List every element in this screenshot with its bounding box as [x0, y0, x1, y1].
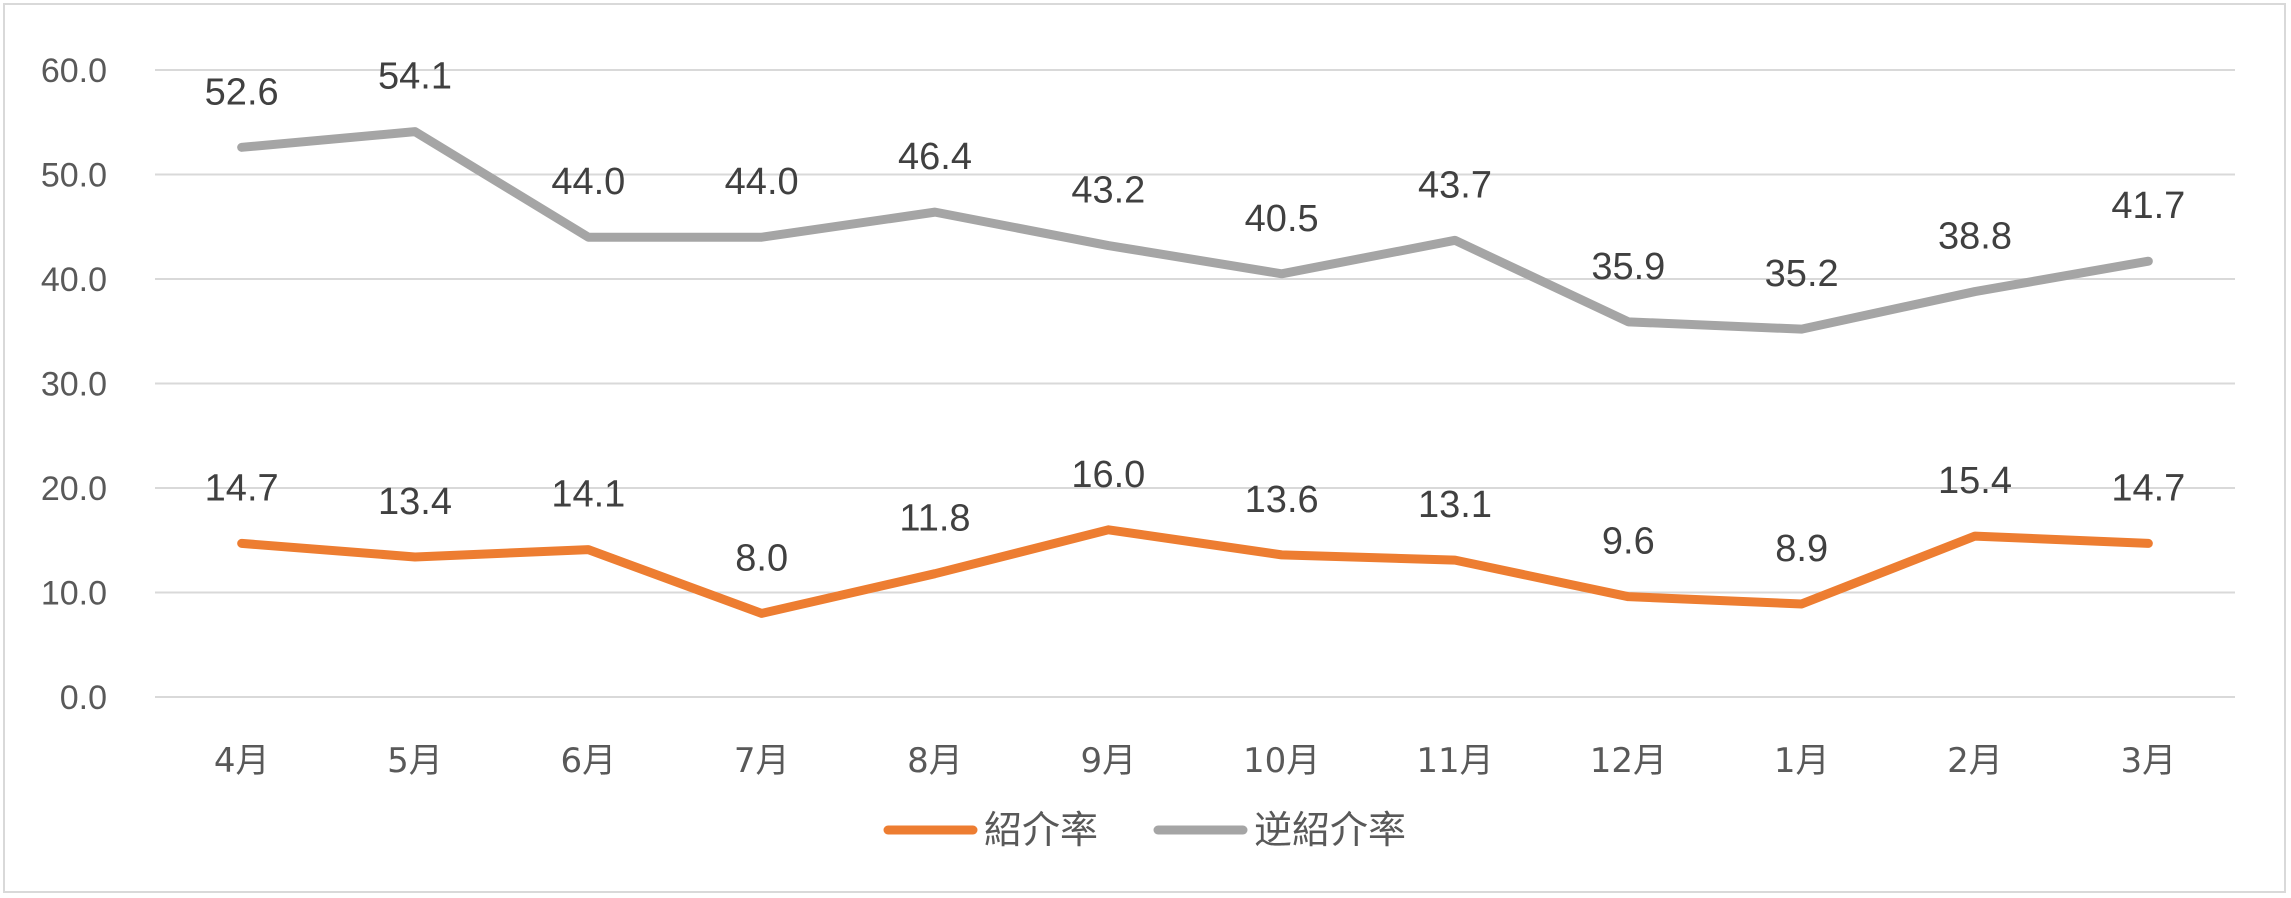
x-tick-label: 1月 — [1774, 741, 1830, 781]
data-label: 14.7 — [205, 467, 279, 509]
data-label: 13.6 — [1245, 479, 1319, 521]
x-tick-label: 11月 — [1416, 741, 1493, 781]
y-tick-label: 30.0 — [41, 366, 107, 404]
data-label: 8.9 — [1775, 528, 1828, 570]
data-label: 13.1 — [1418, 484, 1492, 526]
x-tick-label: 10月 — [1243, 741, 1320, 781]
data-label: 38.8 — [1938, 216, 2012, 258]
x-tick-label: 8月 — [907, 741, 963, 781]
x-tick-label: 3月 — [2121, 741, 2177, 781]
x-tick-label: 7月 — [734, 741, 790, 781]
data-label: 41.7 — [2111, 185, 2185, 227]
data-label: 44.0 — [551, 161, 625, 203]
data-label: 44.0 — [725, 161, 799, 203]
data-label: 15.4 — [1938, 460, 2012, 502]
x-tick-label: 2月 — [1947, 741, 2003, 781]
data-label: 8.0 — [735, 537, 788, 579]
data-label: 16.0 — [1071, 454, 1145, 496]
data-label: 35.9 — [1591, 246, 1665, 288]
y-tick-label: 50.0 — [41, 157, 107, 195]
x-tick-label: 9月 — [1081, 741, 1137, 781]
data-label: 35.2 — [1765, 253, 1839, 295]
legend-label: 紹介率 — [984, 808, 1098, 852]
legend-label: 逆紹介率 — [1254, 808, 1406, 852]
series-line-1 — [237, 525, 2153, 618]
data-label: 14.1 — [551, 474, 625, 516]
data-label: 9.6 — [1602, 521, 1655, 563]
y-tick-label: 60.0 — [41, 52, 107, 90]
y-tick-label: 0.0 — [60, 679, 107, 717]
y-tick-label: 10.0 — [41, 575, 107, 613]
data-label: 52.6 — [205, 71, 279, 113]
chart-frame — [3, 3, 2286, 893]
data-label: 40.5 — [1245, 198, 1319, 240]
data-label: 46.4 — [898, 136, 972, 178]
data-label: 14.7 — [2111, 467, 2185, 509]
x-tick-label: 12月 — [1590, 741, 1667, 781]
x-tick-label: 4月 — [214, 741, 270, 781]
y-tick-label: 20.0 — [41, 470, 107, 508]
data-label: 13.4 — [378, 481, 452, 523]
x-tick-label: 5月 — [387, 741, 443, 781]
data-label: 54.1 — [378, 56, 452, 98]
data-label: 11.8 — [899, 498, 970, 540]
data-label: 43.2 — [1071, 170, 1145, 212]
y-tick-label: 40.0 — [41, 261, 107, 299]
data-label: 43.7 — [1418, 164, 1492, 206]
series-line-2 — [237, 127, 2153, 334]
x-tick-label: 6月 — [561, 741, 617, 781]
